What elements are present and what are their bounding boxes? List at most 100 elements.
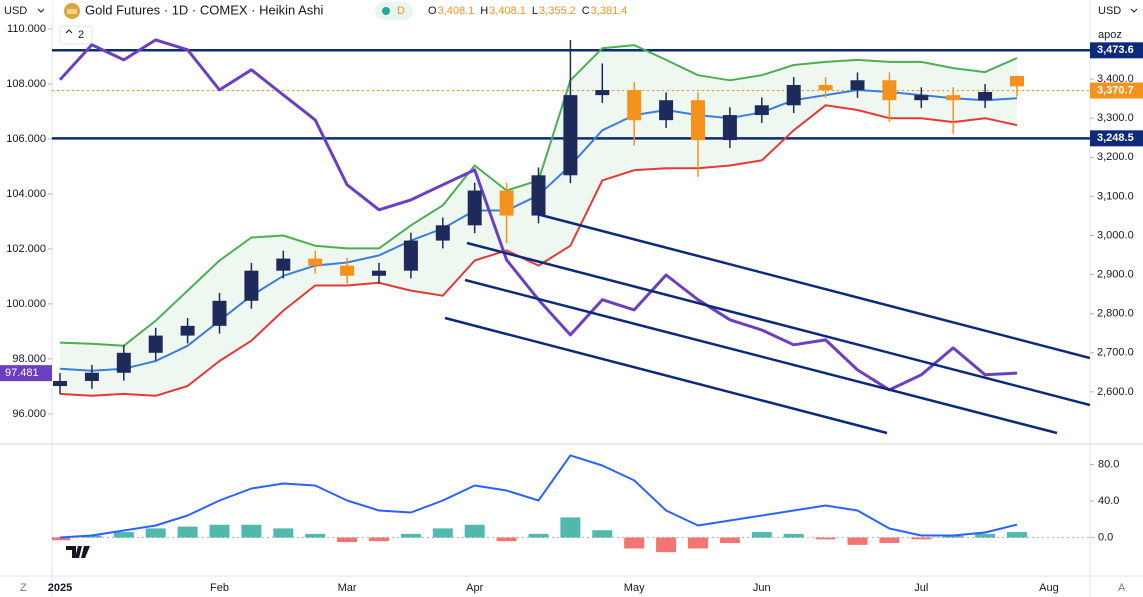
y-tick-label: 0.0 bbox=[1098, 531, 1113, 543]
candle-body bbox=[946, 95, 961, 101]
y-tick-label: 40.0 bbox=[1098, 495, 1119, 507]
candle-body bbox=[722, 115, 737, 141]
x-tick-label: Aug bbox=[1039, 582, 1059, 594]
y2-tick-label: 3,100.0 bbox=[1097, 190, 1134, 202]
histogram-bar bbox=[560, 517, 581, 538]
y-tick-label: 96.000 bbox=[12, 408, 46, 420]
y-tick-label: 98.000 bbox=[12, 353, 46, 365]
histogram-bar bbox=[464, 524, 485, 538]
chevron bbox=[1130, 8, 1138, 13]
x-tick-label: Apr bbox=[466, 582, 483, 594]
histogram-bar bbox=[273, 528, 294, 538]
histogram-bar bbox=[815, 537, 836, 540]
histogram-bar bbox=[113, 532, 134, 538]
candle-body bbox=[84, 372, 99, 381]
y-tick-label: 110.000 bbox=[7, 23, 46, 35]
candle-body bbox=[116, 352, 131, 373]
histogram-bar bbox=[783, 533, 804, 538]
candle-body bbox=[754, 105, 769, 116]
candle-body bbox=[627, 90, 642, 121]
histogram-bar bbox=[751, 532, 772, 538]
candle-body bbox=[403, 240, 418, 271]
candle-body bbox=[53, 380, 67, 387]
candle-body bbox=[467, 190, 482, 226]
candle-body bbox=[308, 258, 323, 266]
histogram-bar bbox=[432, 528, 453, 538]
y2-tick-label: 3,300.0 bbox=[1097, 112, 1134, 124]
histogram-bar bbox=[81, 535, 102, 538]
ohlc-value: 3,408.1 bbox=[489, 5, 526, 17]
ohlc-value: 3,408.1 bbox=[438, 5, 475, 17]
y-tick-label: 102.000 bbox=[6, 243, 46, 255]
y-tick-label: 108.000 bbox=[6, 78, 46, 90]
x-tick-label: Jul bbox=[914, 582, 928, 594]
status-dot bbox=[382, 7, 390, 15]
indicator-count: 2 bbox=[78, 29, 84, 41]
oscillator-pane bbox=[52, 454, 1090, 553]
histogram-bar bbox=[943, 535, 964, 538]
corner-right[interactable]: A bbox=[1118, 582, 1126, 594]
price-label: 3,473.6 bbox=[1097, 44, 1134, 56]
axes: 96.000 98.000 100.000 102.000 104.000 106.000… bbox=[0, 23, 1143, 594]
last-value-label: 97.481 bbox=[5, 367, 39, 379]
y2-tick-label: 2,600.0 bbox=[1097, 386, 1134, 398]
y-tick-label: 100.000 bbox=[6, 298, 46, 310]
y2-tick-label: 3,000.0 bbox=[1097, 229, 1134, 241]
chevron bbox=[65, 29, 73, 34]
candle-body bbox=[786, 84, 801, 106]
y-tick-label: 106.000 bbox=[6, 133, 46, 145]
ohlc-value: 3,355.2 bbox=[539, 5, 576, 17]
histogram-bar bbox=[975, 533, 996, 538]
candle-body bbox=[850, 80, 865, 91]
candle-body bbox=[148, 335, 163, 353]
status-badge bbox=[375, 2, 413, 20]
histogram-bar bbox=[209, 524, 230, 538]
candle-body bbox=[659, 100, 674, 121]
histogram-bar bbox=[879, 537, 900, 544]
oscillator-line bbox=[59, 454, 1018, 539]
price-label-box bbox=[1090, 130, 1143, 147]
right-currency[interactable]: USD bbox=[1098, 5, 1121, 17]
symbol-title[interactable]: Gold Futures · 1D · COMEX · Heikin Ashi bbox=[85, 2, 324, 17]
trend-line bbox=[466, 241, 1090, 407]
indicators-toggle[interactable] bbox=[59, 25, 93, 45]
candle-body bbox=[882, 80, 897, 101]
ohlc-key: L bbox=[532, 5, 538, 17]
candle-body bbox=[531, 175, 546, 216]
x-tick-label: May bbox=[624, 582, 645, 594]
histogram-bar bbox=[624, 537, 645, 549]
ohlc-key: O bbox=[428, 5, 437, 17]
histogram-bar bbox=[1007, 532, 1027, 538]
candle-body bbox=[212, 300, 227, 326]
candle-body bbox=[914, 95, 929, 101]
chevron bbox=[37, 8, 45, 13]
histogram-bar bbox=[177, 526, 198, 538]
histogram-bar bbox=[305, 533, 326, 538]
candle-body bbox=[340, 265, 355, 276]
logo bbox=[66, 546, 90, 558]
histogram-bar bbox=[688, 537, 708, 549]
candle-body bbox=[1010, 75, 1024, 87]
candle-body bbox=[818, 84, 833, 91]
x-tick-label: 2025 bbox=[48, 582, 72, 594]
currency[interactable]: USD bbox=[4, 5, 27, 17]
price-label: 3,370.7 bbox=[1097, 84, 1134, 96]
interval-badge: D bbox=[397, 5, 405, 17]
price-label-box bbox=[1090, 82, 1143, 99]
right-label: apoz bbox=[1098, 29, 1122, 41]
ohlc-legend: O 3,408.1 H 3,408.1 L 3,355.2 C 3,381.4 bbox=[428, 5, 627, 17]
band-line bbox=[59, 104, 1018, 397]
y-tick-label: 80.0 bbox=[1098, 458, 1119, 470]
ohlc-key: C bbox=[582, 5, 590, 17]
y2-tick-label: 2,800.0 bbox=[1097, 308, 1134, 320]
histogram-bar bbox=[719, 537, 740, 544]
price-label-box bbox=[1090, 42, 1143, 59]
candle-body bbox=[499, 190, 514, 216]
corner-left[interactable]: Z bbox=[20, 582, 27, 594]
candle-body bbox=[276, 258, 291, 271]
y2-tick-label: 3,200.0 bbox=[1097, 151, 1134, 163]
histogram-bar bbox=[656, 537, 677, 553]
histogram-bar bbox=[369, 537, 389, 542]
x-tick-label: Mar bbox=[338, 582, 357, 594]
